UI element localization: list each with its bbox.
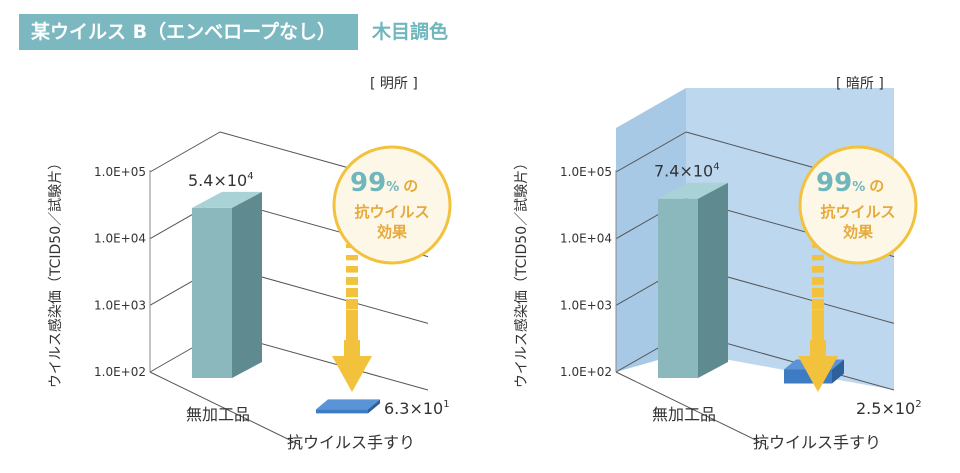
- category-label-treated: 抗ウイルス手すり: [287, 433, 415, 452]
- arrow-segment: [812, 266, 824, 273]
- category-label-treated: 抗ウイルス手すり: [753, 433, 881, 452]
- badge-circle: [332, 145, 452, 265]
- condition-label: [ 明所 ]: [370, 76, 418, 92]
- gridline-left: [149, 131, 221, 173]
- bar-untreated-side: [698, 182, 728, 378]
- header-subtitle: 木目調色: [372, 21, 449, 43]
- header-title: 某ウイルス B（エンベロープなし）: [19, 14, 358, 50]
- arrow-segment: [346, 321, 358, 335]
- floor-edge: [149, 371, 301, 446]
- bar-untreated-front: [192, 207, 232, 378]
- y-tick-label: 1.0E+05: [94, 165, 146, 179]
- y-tick-label: 1.0E+05: [560, 165, 612, 179]
- value-label-treated: 6.3×101: [384, 399, 450, 418]
- y-tick-label: 1.0E+03: [94, 298, 146, 312]
- gridline-left: [615, 131, 687, 173]
- bar-treated-side: [832, 359, 844, 384]
- value-label-untreated: 7.4×104: [654, 162, 720, 181]
- condition-label: [ 暗所 ]: [836, 76, 884, 92]
- arrow-segment: [346, 277, 358, 285]
- y-tick-label: 1.0E+04: [94, 232, 146, 246]
- bar-treated-side: [368, 399, 380, 414]
- category-label-untreated: 無加工品: [652, 405, 716, 424]
- arrow-segment: [346, 299, 358, 310]
- arrow-segment: [812, 299, 824, 310]
- arrow-shaft: [344, 340, 360, 360]
- arrow-segment: [346, 288, 358, 298]
- y-axis-title: ウイルス感染価（TCID50／試験片）: [513, 156, 530, 388]
- category-label-untreated: 無加工品: [186, 405, 250, 424]
- value-label-treated: 2.5×102: [856, 399, 922, 418]
- arrow-segment: [812, 277, 824, 285]
- badge-line2: 抗ウイルス: [354, 203, 429, 221]
- bar-untreated-top: [658, 182, 728, 199]
- bar-untreated-side: [232, 191, 262, 378]
- bar-treated-front: [316, 409, 368, 414]
- arrow-segment: [812, 255, 824, 261]
- y-tick-label: 1.0E+02: [560, 365, 612, 379]
- y-tick-label: 1.0E+04: [560, 232, 612, 246]
- bar-untreated-top: [192, 191, 262, 208]
- badge-line3: 効果: [843, 223, 874, 241]
- badge-line2: 抗ウイルス: [820, 203, 895, 221]
- value-label-untreated: 5.4×104: [188, 171, 254, 190]
- arrow-segment: [346, 310, 358, 322]
- arrow-segment: [346, 266, 358, 273]
- y-tick-label: 1.0E+03: [560, 298, 612, 312]
- badge-line3: 効果: [377, 223, 408, 241]
- bar-treated-top: [316, 399, 380, 410]
- bar-untreated-front: [658, 198, 698, 378]
- arrow-segment: [812, 321, 824, 335]
- arrow-head: [798, 356, 838, 392]
- arrow-segment: [812, 288, 824, 298]
- y-axis-title: ウイルス感染価（TCID50／試験片）: [47, 156, 64, 388]
- y-tick-label: 1.0E+02: [94, 365, 146, 379]
- arrow-segment: [346, 255, 358, 261]
- arrow-segment: [812, 310, 824, 322]
- arrow-head: [332, 356, 372, 392]
- floor-edge: [615, 371, 767, 446]
- arrow-shaft: [810, 340, 826, 360]
- badge-circle: [798, 145, 918, 265]
